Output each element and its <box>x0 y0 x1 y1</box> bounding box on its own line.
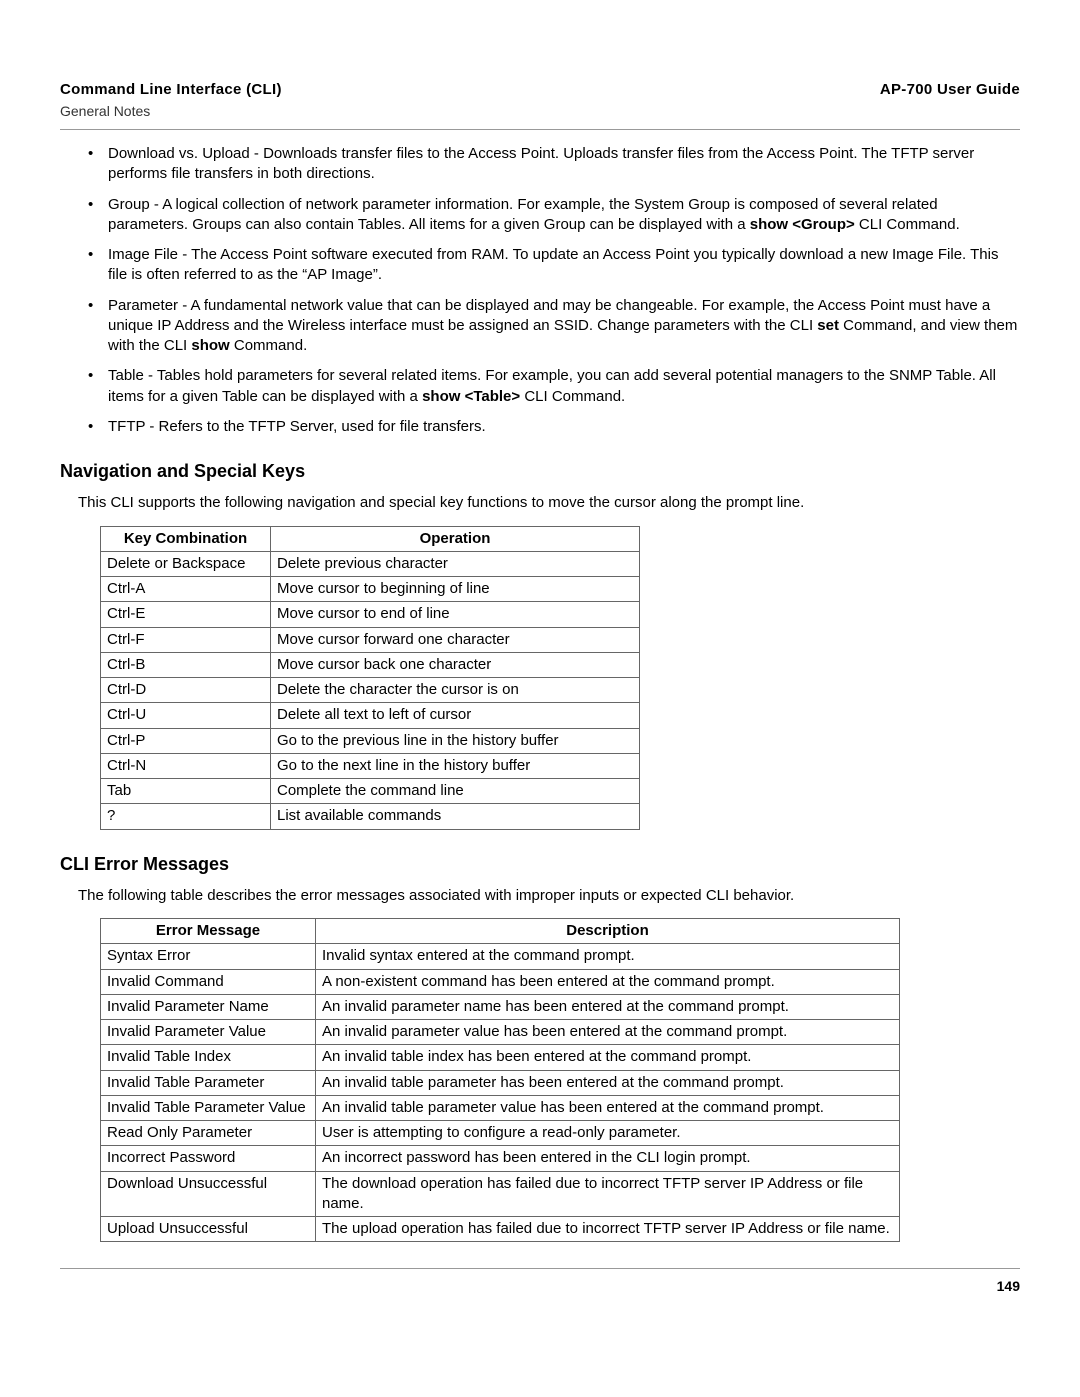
table-cell: Ctrl-F <box>101 627 271 652</box>
table-row: Upload UnsuccessfulThe upload operation … <box>101 1217 900 1242</box>
table-cell: An invalid table index has been entered … <box>316 1045 900 1070</box>
table-cell: Delete all text to left of cursor <box>271 703 640 728</box>
doc-section-subtitle: General Notes <box>60 102 282 121</box>
table-cell: List available commands <box>271 804 640 829</box>
table-cell: Invalid Parameter Name <box>101 994 316 1019</box>
table-row: Ctrl-DDelete the character the cursor is… <box>101 678 640 703</box>
table-cell: Move cursor forward one character <box>271 627 640 652</box>
table-cell: The upload operation has failed due to i… <box>316 1217 900 1242</box>
table-cell: Syntax Error <box>101 944 316 969</box>
table-row: ?List available commands <box>101 804 640 829</box>
table-cell: Invalid Table Parameter <box>101 1070 316 1095</box>
table-cell: Incorrect Password <box>101 1146 316 1171</box>
table-cell: An incorrect password has been entered i… <box>316 1146 900 1171</box>
table-cell: Delete or Backspace <box>101 551 271 576</box>
header-left: Command Line Interface (CLI) General Not… <box>60 80 282 121</box>
list-item: Parameter - A fundamental network value … <box>88 296 1020 357</box>
table-cell: Delete the character the cursor is on <box>271 678 640 703</box>
table-cell: ? <box>101 804 271 829</box>
nav-keys-intro: This CLI supports the following navigati… <box>78 493 1020 513</box>
page-number: 149 <box>997 1278 1020 1294</box>
table-row: Invalid CommandA non-existent command ha… <box>101 969 900 994</box>
table-row: Ctrl-AMove cursor to beginning of line <box>101 577 640 602</box>
table-cell: Delete previous character <box>271 551 640 576</box>
table-row: Syntax ErrorInvalid syntax entered at th… <box>101 944 900 969</box>
table-cell: Go to the previous line in the history b… <box>271 728 640 753</box>
table-row: Ctrl-BMove cursor back one character <box>101 652 640 677</box>
list-item: Download vs. Upload - Downloads transfer… <box>88 144 1020 185</box>
table-row: Ctrl-PGo to the previous line in the his… <box>101 728 640 753</box>
table-cell: User is attempting to configure a read-o… <box>316 1121 900 1146</box>
table-row: Ctrl-NGo to the next line in the history… <box>101 753 640 778</box>
table-cell: A non-existent command has been entered … <box>316 969 900 994</box>
table-cell: Ctrl-U <box>101 703 271 728</box>
table-cell: Move cursor back one character <box>271 652 640 677</box>
table-row: Read Only ParameterUser is attempting to… <box>101 1121 900 1146</box>
table-cell: An invalid parameter name has been enter… <box>316 994 900 1019</box>
table-cell: An invalid table parameter has been ente… <box>316 1070 900 1095</box>
table-cell: Invalid syntax entered at the command pr… <box>316 944 900 969</box>
table-row: Download UnsuccessfulThe download operat… <box>101 1171 900 1217</box>
doc-section-title: Command Line Interface (CLI) <box>60 80 282 100</box>
table-cell: An invalid parameter value has been ente… <box>316 1020 900 1045</box>
table-cell: Ctrl-E <box>101 602 271 627</box>
table-cell: An invalid table parameter value has bee… <box>316 1095 900 1120</box>
table-cell: Invalid Command <box>101 969 316 994</box>
table-row: Invalid Table Parameter ValueAn invalid … <box>101 1095 900 1120</box>
doc-guide-name: AP-700 User Guide <box>880 80 1020 100</box>
table-cell: Ctrl-A <box>101 577 271 602</box>
table-cell: Upload Unsuccessful <box>101 1217 316 1242</box>
table-row: Invalid Parameter ValueAn invalid parame… <box>101 1020 900 1045</box>
table-header: Error Message <box>101 919 316 944</box>
table-cell: Ctrl-B <box>101 652 271 677</box>
table-row: Invalid Table ParameterAn invalid table … <box>101 1070 900 1095</box>
table-cell: The download operation has failed due to… <box>316 1171 900 1217</box>
table-row: Invalid Parameter NameAn invalid paramet… <box>101 994 900 1019</box>
nav-keys-heading: Navigation and Special Keys <box>60 459 1020 483</box>
table-cell: Move cursor to end of line <box>271 602 640 627</box>
table-cell: Ctrl-P <box>101 728 271 753</box>
table-header: Operation <box>271 526 640 551</box>
list-item: Group - A logical collection of network … <box>88 195 1020 236</box>
table-cell: Invalid Table Index <box>101 1045 316 1070</box>
definitions-list: Download vs. Upload - Downloads transfer… <box>60 144 1020 437</box>
page-footer: 149 <box>60 1268 1020 1296</box>
table-row: Delete or BackspaceDelete previous chara… <box>101 551 640 576</box>
table-cell: Ctrl-D <box>101 678 271 703</box>
table-row: Ctrl-FMove cursor forward one character <box>101 627 640 652</box>
table-cell: Invalid Parameter Value <box>101 1020 316 1045</box>
error-messages-heading: CLI Error Messages <box>60 852 1020 876</box>
table-cell: Read Only Parameter <box>101 1121 316 1146</box>
error-messages-intro: The following table describes the error … <box>78 886 1020 906</box>
list-item: Image File - The Access Point software e… <box>88 245 1020 286</box>
table-cell: Go to the next line in the history buffe… <box>271 753 640 778</box>
list-item: TFTP - Refers to the TFTP Server, used f… <box>88 417 1020 437</box>
error-messages-table: Error MessageDescriptionSyntax ErrorInva… <box>100 918 900 1242</box>
table-cell: Ctrl-N <box>101 753 271 778</box>
table-row: Invalid Table IndexAn invalid table inde… <box>101 1045 900 1070</box>
table-cell: Complete the command line <box>271 779 640 804</box>
table-row: TabComplete the command line <box>101 779 640 804</box>
table-cell: Move cursor to beginning of line <box>271 577 640 602</box>
table-row: Ctrl-EMove cursor to end of line <box>101 602 640 627</box>
table-cell: Invalid Table Parameter Value <box>101 1095 316 1120</box>
table-header: Key Combination <box>101 526 271 551</box>
page-header: Command Line Interface (CLI) General Not… <box>60 80 1020 130</box>
table-header: Description <box>316 919 900 944</box>
table-cell: Download Unsuccessful <box>101 1171 316 1217</box>
table-row: Incorrect PasswordAn incorrect password … <box>101 1146 900 1171</box>
nav-keys-table: Key CombinationOperationDelete or Backsp… <box>100 526 640 830</box>
list-item: Table - Tables hold parameters for sever… <box>88 366 1020 407</box>
table-cell: Tab <box>101 779 271 804</box>
table-row: Ctrl-UDelete all text to left of cursor <box>101 703 640 728</box>
